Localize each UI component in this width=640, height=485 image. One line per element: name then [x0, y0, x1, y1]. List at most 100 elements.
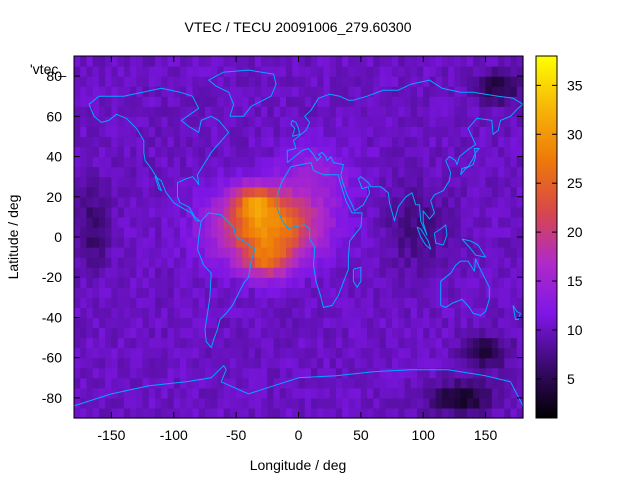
- chart-title: VTEC / TECU 20091006_279.60300: [184, 19, 411, 35]
- heatmap-cell: [92, 327, 100, 339]
- heatmap-cell: [223, 206, 231, 218]
- heatmap-cell: [317, 397, 325, 409]
- heatmap-cell: [398, 186, 406, 198]
- heatmap-cell: [460, 327, 468, 339]
- heatmap-cell: [448, 56, 456, 67]
- heatmap-cell: [161, 317, 169, 329]
- heatmap-cell: [198, 126, 206, 138]
- heatmap-cell: [198, 116, 206, 127]
- heatmap-cell: [416, 407, 424, 419]
- heatmap-cell: [385, 347, 393, 359]
- heatmap-cell: [404, 287, 412, 298]
- heatmap-cell: [204, 176, 212, 188]
- heatmap-cell: [335, 367, 343, 379]
- heatmap-cell: [267, 287, 275, 298]
- heatmap-cell: [317, 226, 325, 238]
- heatmap-cell: [466, 216, 474, 228]
- heatmap-cell: [360, 257, 368, 268]
- heatmap-cell: [298, 277, 306, 288]
- heatmap-cell: [254, 357, 262, 369]
- heatmap-cell: [398, 146, 406, 158]
- heatmap-cell: [510, 156, 518, 168]
- heatmap-cell: [423, 347, 431, 359]
- heatmap-cell: [510, 166, 518, 178]
- heatmap-cell: [441, 247, 449, 258]
- heatmap-cell: [398, 66, 406, 77]
- heatmap-cell: [229, 166, 237, 178]
- heatmap-cell: [454, 196, 462, 208]
- heatmap-cell: [485, 186, 493, 198]
- heatmap-cell: [335, 317, 343, 329]
- heatmap-cell: [323, 277, 331, 288]
- heatmap-cell: [173, 317, 181, 329]
- heatmap-cell: [466, 56, 474, 67]
- heatmap-cell: [398, 226, 406, 238]
- heatmap-cell: [273, 307, 281, 319]
- heatmap-cell: [180, 226, 187, 238]
- heatmap-cell: [136, 176, 144, 188]
- heatmap-cell: [167, 146, 175, 158]
- heatmap-cell: [479, 357, 487, 369]
- heatmap-cell: [379, 337, 387, 349]
- heatmap-cell: [516, 186, 524, 198]
- heatmap-cell: [180, 407, 187, 419]
- heatmap-cell: [335, 86, 343, 97]
- heatmap-cell: [148, 347, 156, 359]
- heatmap-cell: [435, 66, 443, 77]
- heatmap-cell: [130, 116, 137, 127]
- heatmap-cell: [261, 66, 268, 77]
- heatmap-cell: [74, 377, 81, 389]
- x-tick-label: 50: [353, 427, 369, 443]
- heatmap-cell: [211, 106, 219, 117]
- heatmap-cell: [261, 377, 268, 389]
- heatmap-cell: [248, 196, 256, 208]
- heatmap-cell: [192, 216, 200, 228]
- heatmap-cell: [92, 136, 100, 148]
- heatmap-cell: [348, 156, 356, 168]
- heatmap-cell: [123, 327, 131, 339]
- heatmap-cell: [86, 196, 94, 208]
- heatmap-cell: [286, 146, 293, 158]
- heatmap-cell: [267, 307, 275, 319]
- heatmap-cell: [416, 347, 424, 359]
- heatmap-cell: [504, 66, 512, 77]
- heatmap-cell: [392, 407, 399, 419]
- heatmap-cell: [454, 216, 462, 228]
- heatmap-cell: [254, 307, 262, 319]
- heatmap-cell: [117, 126, 125, 138]
- heatmap-cell: [279, 96, 287, 107]
- heatmap-cell: [261, 186, 268, 198]
- heatmap-cell: [354, 277, 362, 288]
- heatmap-cell: [504, 176, 512, 188]
- heatmap-cell: [373, 66, 381, 77]
- heatmap-cell: [173, 307, 181, 319]
- heatmap-cell: [204, 186, 212, 198]
- heatmap-cell: [398, 166, 406, 178]
- heatmap-cell: [155, 96, 162, 107]
- heatmap-cell: [342, 277, 349, 288]
- heatmap-cell: [142, 206, 150, 218]
- heatmap-cell: [223, 367, 231, 379]
- heatmap-cell: [429, 156, 437, 168]
- heatmap-cell: [454, 226, 462, 238]
- heatmap-cell: [404, 407, 412, 419]
- heatmap-cell: [86, 317, 94, 329]
- heatmap-cell: [186, 96, 194, 107]
- heatmap-cell: [186, 76, 194, 87]
- heatmap-cell: [148, 357, 156, 369]
- heatmap-cell: [466, 257, 474, 268]
- heatmap-cell: [142, 397, 150, 409]
- heatmap-cell: [354, 66, 362, 77]
- heatmap-cell: [435, 86, 443, 97]
- heatmap-cell: [142, 347, 150, 359]
- heatmap-cell: [192, 206, 200, 218]
- heatmap-cell: [404, 196, 412, 208]
- heatmap-cell: [161, 56, 169, 67]
- heatmap-cell: [286, 56, 293, 67]
- heatmap-cell: [354, 337, 362, 349]
- heatmap-cell: [204, 56, 212, 67]
- heatmap-cell: [248, 407, 256, 419]
- heatmap-cell: [229, 397, 237, 409]
- heatmap-cell: [510, 387, 518, 399]
- heatmap-cell: [360, 337, 368, 349]
